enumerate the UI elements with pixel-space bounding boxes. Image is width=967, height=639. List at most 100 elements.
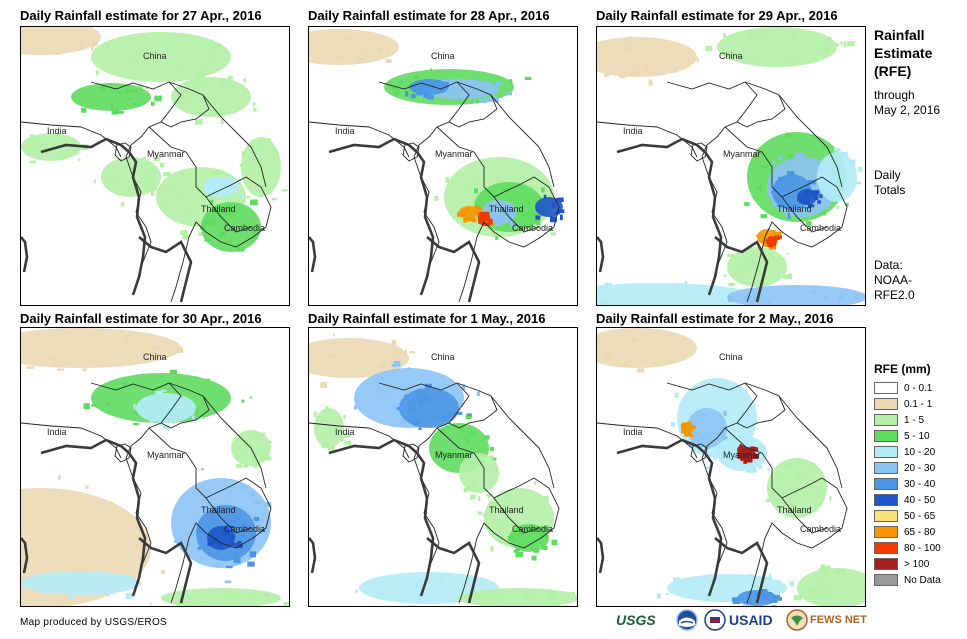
rain-cell — [224, 580, 232, 584]
label-thailand: Thailand — [201, 505, 236, 515]
rain-cell — [393, 349, 402, 354]
rain-cell — [319, 436, 324, 440]
rain-cell — [29, 596, 33, 602]
rain-cell — [852, 599, 856, 605]
rain-cell — [442, 92, 447, 97]
rain-cell — [524, 77, 532, 81]
rain-cell — [133, 423, 140, 426]
rain-cell — [141, 397, 150, 402]
rain-cell — [445, 176, 449, 183]
legend-item: 40 - 50 — [874, 493, 935, 507]
rain-cell — [515, 551, 523, 558]
rain-cell — [858, 166, 863, 172]
rain-cell — [327, 446, 335, 451]
rain-cell — [251, 234, 258, 239]
rain-cell — [526, 201, 530, 204]
rain-cell — [26, 366, 34, 369]
legend-item: 1 - 5 — [874, 413, 924, 427]
label-india: India — [47, 126, 67, 136]
rain-cell — [179, 416, 187, 419]
rain-cell — [149, 602, 152, 605]
rain-cell — [751, 575, 757, 579]
rain-area — [101, 157, 161, 197]
rain-cell — [184, 213, 188, 217]
rain-cell — [458, 426, 465, 433]
rain-cell — [460, 213, 466, 218]
rain-cell — [470, 83, 473, 87]
rain-cell — [391, 364, 395, 367]
rain-cell — [495, 236, 499, 240]
rain-cell — [723, 300, 726, 304]
rain-cell — [355, 589, 358, 594]
rain-cell — [346, 35, 354, 42]
rain-cell — [206, 188, 210, 192]
rain-area — [597, 283, 757, 305]
legend-item: 0.1 - 1 — [874, 397, 932, 411]
rain-cell — [160, 569, 166, 574]
rain-cell — [833, 148, 841, 152]
rain-cell — [470, 460, 474, 465]
legend-item: 30 - 40 — [874, 477, 935, 491]
rain-cell — [693, 433, 699, 436]
legend-swatch — [874, 542, 898, 554]
rain-cell — [60, 150, 67, 156]
rain-cell — [434, 196, 439, 201]
rain-cell — [498, 595, 502, 600]
rain-cell — [465, 416, 472, 420]
rain-cell — [812, 509, 817, 512]
rain-cell — [468, 483, 476, 489]
rain-cell — [497, 217, 504, 224]
rain-cell — [774, 237, 780, 240]
rain-cell — [787, 495, 790, 501]
rain-cell — [142, 157, 146, 161]
rain-cell — [617, 290, 620, 296]
rain-cell — [214, 563, 220, 568]
rain-cell — [332, 333, 335, 336]
rain-cell — [811, 194, 816, 197]
rain-cell — [191, 415, 195, 420]
rain-cell — [814, 502, 819, 507]
label-myanmar: Myanmar — [435, 149, 473, 159]
map-svg-5 — [309, 333, 577, 606]
rain-cell — [240, 486, 249, 492]
rain-cell — [53, 52, 61, 55]
rain-cell — [221, 182, 225, 188]
rain-cell — [203, 187, 208, 191]
rain-cell — [702, 434, 709, 438]
rain-cell — [209, 49, 213, 53]
rain-cell — [418, 401, 423, 406]
rain-cell — [389, 589, 395, 594]
rain-cell — [795, 152, 803, 157]
rain-cell — [150, 333, 153, 339]
rain-cell — [252, 499, 260, 505]
rain-cell — [693, 433, 696, 438]
rain-cell — [827, 36, 832, 43]
coastline-gulf — [426, 236, 481, 303]
rain-cell — [476, 391, 480, 397]
rain-cell — [416, 92, 422, 96]
rain-cell — [670, 422, 675, 427]
rain-area — [597, 328, 697, 368]
rain-cell — [495, 221, 501, 227]
rain-cell — [834, 166, 839, 172]
rain-cell — [478, 496, 481, 502]
rain-cell — [396, 407, 400, 410]
rain-cell — [132, 102, 140, 106]
rain-cell — [240, 531, 245, 537]
rain-cell — [401, 581, 409, 585]
rain-cell — [704, 444, 711, 449]
rain-cell — [551, 597, 556, 601]
rain-cell — [733, 461, 737, 464]
rain-cell — [404, 394, 408, 398]
legend-swatch — [874, 558, 898, 570]
country-borders — [309, 382, 560, 604]
rain-cell — [93, 179, 96, 184]
label-thailand: Thailand — [777, 204, 812, 214]
rain-cell — [173, 595, 181, 599]
rain-cell — [96, 103, 100, 107]
rain-cell — [465, 217, 474, 222]
coastline-west — [328, 438, 435, 597]
rain-cell — [218, 543, 223, 546]
rain-cell — [221, 526, 228, 533]
rain-cell — [748, 33, 755, 39]
